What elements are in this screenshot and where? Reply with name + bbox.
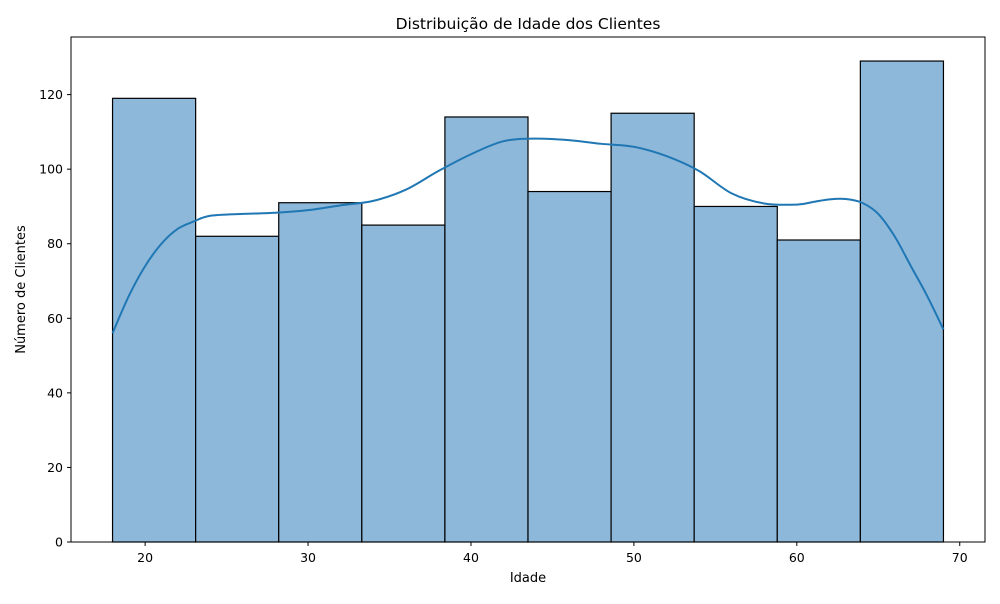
histogram-bar-1	[111, 97, 197, 543]
histogram-bar-6	[527, 190, 612, 543]
x-tick-label: 60	[789, 550, 805, 565]
chart-title: Distribuição de Idade dos Clientes	[396, 15, 661, 33]
y-axis-ticks: 0 20 40 60 80 100 120	[39, 87, 71, 550]
histogram-bar-5	[444, 116, 529, 543]
y-axis-label: Número de Clientes	[14, 225, 29, 354]
y-tick-label: 0	[55, 535, 63, 550]
y-tick-label: 120	[39, 87, 63, 102]
axes-frame	[70, 36, 986, 543]
y-tick-label: 80	[47, 236, 63, 251]
x-tick-label: 30	[300, 550, 316, 565]
y-tick-label: 60	[47, 311, 63, 326]
x-tick-label: 70	[952, 550, 968, 565]
bars-group	[111, 60, 945, 543]
x-axis-label: Idade	[510, 571, 546, 586]
x-tick-label: 50	[626, 550, 642, 565]
y-tick-label: 100	[39, 162, 63, 177]
kde-curve	[111, 137, 945, 334]
histogram-bar-4	[361, 224, 446, 543]
x-tick-label: 20	[137, 550, 153, 565]
x-axis-ticks: 20 30 40 50 60 70	[137, 542, 968, 565]
y-tick-label: 40	[47, 385, 63, 400]
histogram-bar-2	[195, 235, 280, 543]
histogram-bar-9	[776, 239, 861, 543]
histogram-bar-7	[610, 112, 695, 543]
histogram-bar-3	[278, 202, 363, 543]
y-tick-label: 20	[47, 460, 63, 475]
kde-group	[111, 137, 945, 334]
x-tick-label: 40	[463, 550, 479, 565]
histogram-bar-8	[693, 205, 778, 543]
